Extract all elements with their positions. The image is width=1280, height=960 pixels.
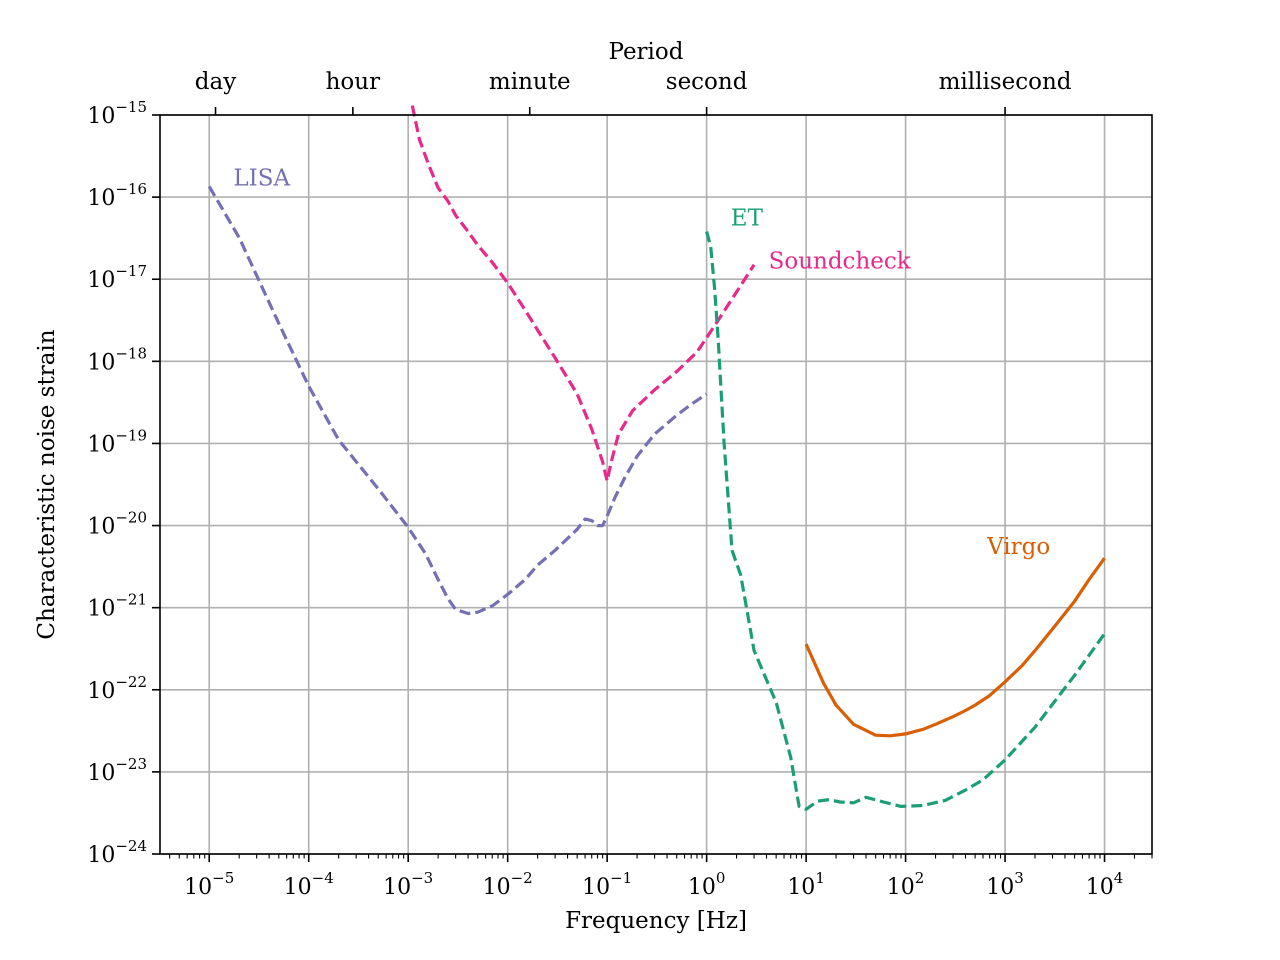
y-tick-base: 10 (87, 104, 115, 129)
x-tick-label: 10−3 (383, 869, 433, 900)
x-tick-exponent: −3 (411, 869, 433, 887)
y-tick-base: 10 (87, 186, 115, 211)
y-tick-base: 10 (87, 843, 115, 868)
x-tick-base: 10 (1086, 875, 1114, 900)
series-label-et: ET (731, 206, 764, 232)
y-tick-label: 10−15 (87, 98, 147, 129)
plot-frame (159, 114, 1153, 855)
y-tick-exponent: −23 (115, 755, 147, 773)
y-tick-base: 10 (87, 761, 115, 786)
x-tick-base: 10 (383, 875, 411, 900)
series-line-lisa (207, 185, 708, 616)
x-tick-base: 10 (688, 875, 716, 900)
x-tick-label: 104 (1086, 869, 1124, 900)
y-tick-label: 10−18 (87, 344, 147, 375)
x-axis-title: Frequency [Hz] (565, 908, 747, 934)
x-tick-exponent: 1 (815, 869, 825, 887)
x-tick-exponent: −1 (610, 869, 632, 887)
y-tick-base: 10 (87, 268, 115, 293)
x-tick-label: 102 (887, 869, 925, 900)
y-tick-base: 10 (87, 597, 115, 622)
y-tick-label: 10−20 (87, 509, 147, 540)
x-tick-label: 101 (787, 869, 825, 900)
series-line-soundcheck (410, 105, 756, 483)
x-tick-label: 100 (688, 869, 726, 900)
x-tick-exponent: 2 (915, 869, 925, 887)
x-tick-base: 10 (787, 875, 815, 900)
y-tick-exponent: −24 (115, 837, 147, 855)
y-tick-label: 10−22 (87, 673, 147, 704)
x-tick-base: 10 (887, 875, 915, 900)
y-tick-base: 10 (87, 432, 115, 457)
x-tick-exponent: 4 (1114, 869, 1124, 887)
y-tick-label: 10−23 (87, 755, 147, 786)
series-line-virgo (804, 557, 1106, 738)
y-tick-exponent: −19 (115, 426, 147, 444)
period-tick-label: millisecond (939, 69, 1072, 95)
x-tick-label: 103 (986, 869, 1024, 900)
series-label-soundcheck: Soundcheck (769, 249, 912, 275)
x-tick-exponent: −2 (511, 869, 533, 887)
y-tick-exponent: −20 (115, 509, 147, 527)
period-axis-title: Period (609, 39, 684, 65)
x-tick-label: 10−4 (284, 869, 334, 900)
y-tick-label: 10−24 (87, 837, 147, 868)
x-tick-exponent: 3 (1014, 869, 1024, 887)
y-tick-label: 10−21 (87, 591, 147, 622)
x-tick-exponent: 0 (716, 869, 726, 887)
series-label-virgo: Virgo (986, 534, 1050, 560)
grid (160, 114, 1152, 855)
x-tick-label: 10−1 (582, 869, 632, 900)
y-tick-base: 10 (87, 679, 115, 704)
y-tick-label: 10−19 (87, 426, 147, 457)
x-tick-base: 10 (284, 875, 312, 900)
period-tick-label: second (666, 69, 748, 95)
series-line-et (705, 231, 1106, 811)
x-tick-base: 10 (582, 875, 610, 900)
x-tick-base: 10 (986, 875, 1014, 900)
y-tick-label: 10−17 (87, 262, 147, 293)
period-tick-label: hour (326, 69, 380, 95)
plot-series (207, 105, 1106, 811)
x-tick-exponent: −4 (312, 869, 334, 887)
y-tick-exponent: −15 (115, 98, 147, 116)
x-tick-label: 10−5 (184, 869, 234, 900)
x-tick-exponent: −5 (212, 869, 234, 887)
y-tick-base: 10 (87, 515, 115, 540)
period-tick-label: day (195, 69, 236, 95)
y-tick-exponent: −17 (115, 262, 147, 280)
y-tick-exponent: −21 (115, 591, 147, 609)
series-label-lisa: LISA (233, 166, 290, 192)
y-axis-title: Characteristic noise strain (34, 329, 60, 639)
y-tick-base: 10 (87, 350, 115, 375)
x-tick-label: 10−2 (483, 869, 533, 900)
y-tick-exponent: −16 (115, 180, 147, 198)
period-tick-label: minute (489, 69, 571, 95)
x-tick-base: 10 (184, 875, 212, 900)
y-tick-exponent: −22 (115, 673, 147, 691)
y-tick-label: 10−16 (87, 180, 147, 211)
y-tick-exponent: −18 (115, 344, 147, 362)
x-tick-base: 10 (483, 875, 511, 900)
